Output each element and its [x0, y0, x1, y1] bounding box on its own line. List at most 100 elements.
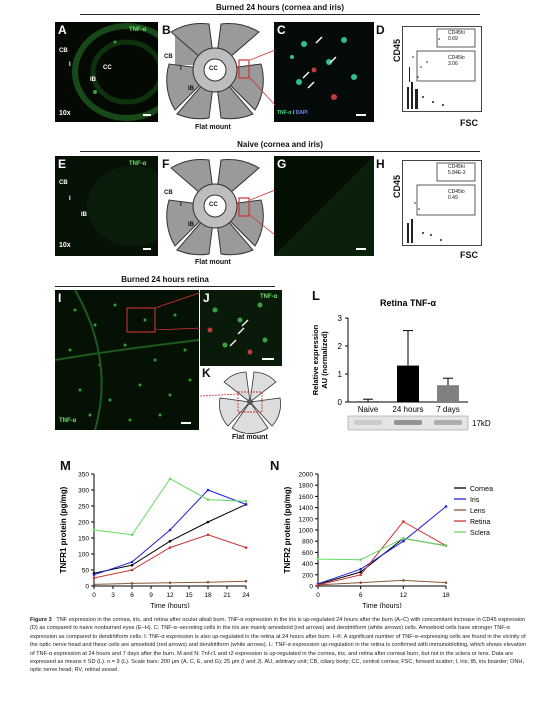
label-i: I [180, 66, 182, 72]
y-axis-label: TNFR2 protein (pg/mg) [283, 486, 292, 573]
data-point [206, 580, 210, 584]
gate-lo-value: 3.06 [448, 61, 458, 67]
y-tick-label: 200 [78, 520, 89, 527]
legend-label: Lens [470, 508, 486, 515]
data-point [92, 573, 96, 577]
y-axis-label: TNFR1 protein (pg/mg) [60, 486, 68, 573]
panel-e-micrograph: E TNF-α CB I IB 10x [55, 156, 158, 256]
iris-fluorescence-naive [87, 166, 158, 246]
y-tick-label: 2000 [299, 472, 314, 479]
y-tick-label: 400 [302, 561, 313, 568]
y-tick-label: 800 [302, 539, 313, 546]
label-cb: CB [59, 180, 68, 186]
panel-letter-f: F [162, 157, 170, 171]
y-tick-label: 350 [78, 472, 89, 479]
magnification: 10x [59, 242, 71, 249]
chart-l-svg: Retina TNF-α 0 1 2 3 Relative expressionAU (n… [311, 298, 491, 431]
label-cb: CB [164, 190, 173, 196]
section-rule [80, 14, 480, 15]
category-label: 24 hours [392, 405, 423, 414]
label-cb: CB [59, 48, 68, 54]
bar [397, 365, 419, 402]
y-tick-label: 1 [338, 370, 343, 379]
y-tick-label: 1800 [299, 483, 314, 490]
chart-m-svg: 0 50 100 150 200 250 300 350 0 3 6 9 12 15 18 21 24 Time … [59, 472, 250, 611]
data-point [130, 563, 134, 567]
panel-letter-b: B [162, 23, 171, 37]
panel-letter-j: J [203, 291, 210, 305]
flat-mount-caption: Flat mount [195, 259, 231, 266]
gate-lo: CD45lo 0.49 [448, 189, 465, 201]
section-title-burned-24h: Burned 24 hours (cornea and iris) [215, 3, 345, 12]
panel-n-chart: N 0 200 400 600 800 1000 1200 1400 1600 1800 2000 0… [270, 458, 520, 611]
label-ib: IB [90, 77, 96, 83]
legend-tnf: TNF-α [277, 110, 292, 116]
data-point [206, 488, 210, 492]
data-point [244, 499, 248, 503]
naive-iris-fluorescence [274, 156, 374, 256]
x-tick-label: 24 [242, 592, 250, 599]
panel-m-chart: M 0 50 100 150 200 250 300 350 0 3 6 9 12 15 18 21 24 Tim… [59, 458, 260, 611]
x-axis-label: Time (hours) [362, 603, 401, 608]
flow-scatter [407, 162, 476, 243]
section-rule [80, 151, 480, 152]
chart-n-svg: 0 200 400 600 800 1000 1200 1400 1600 1800 2000 0 6 1… [283, 472, 493, 611]
category-label: 7 days [436, 405, 460, 414]
western-blot-strip [347, 415, 469, 431]
data-point [244, 546, 248, 549]
y-tick-label: 0 [338, 398, 343, 407]
tnf-label: TNF-α [129, 27, 147, 33]
scale-bar [262, 358, 274, 360]
x-axis-label: Time (hours) [150, 603, 189, 608]
x-tick-label: 9 [149, 592, 153, 599]
y-tick-label: 1200 [299, 516, 314, 523]
section-title-retina: Burned 24 hours retina [121, 275, 209, 284]
flow-ylabel: CD45 [392, 38, 402, 62]
series-line [93, 478, 247, 536]
category-label: Naive [358, 405, 379, 414]
legend-label: Retina [470, 519, 490, 526]
bar [357, 401, 379, 403]
flat-mount-caption: Flat mount [232, 434, 268, 441]
data-point [206, 533, 210, 537]
tnf-label: TNF-α [129, 161, 147, 167]
data-point [168, 581, 172, 585]
stain-legend: TNF-α / DAPI [277, 110, 308, 116]
gate-hi-value: 5.84E-3 [448, 170, 466, 176]
panel-letter-m: M [60, 458, 71, 473]
label-cb: CB [164, 54, 173, 60]
y-tick-label: 150 [78, 536, 89, 543]
x-tick-label: 6 [359, 592, 363, 599]
data-point [359, 567, 362, 571]
gate-hi: CD45hi 0.69 [448, 30, 465, 42]
x-tick-label: 0 [92, 592, 96, 599]
data-point [168, 477, 172, 481]
flow-scatter [407, 28, 476, 109]
series-line [93, 503, 247, 574]
y-tick-label: 250 [78, 504, 89, 511]
data-point [402, 539, 405, 543]
data-point [359, 558, 362, 561]
label-cc: CC [103, 65, 112, 71]
gate-lo-value: 0.49 [448, 195, 458, 201]
x-tick-label: 0 [316, 592, 320, 599]
flow-xlabel: FSC [460, 118, 478, 128]
caption-text: TNF expression in the cornea, iris, and … [30, 617, 526, 674]
data-point [92, 583, 96, 586]
figure-number: Figure 3 [30, 617, 52, 623]
data-point [206, 498, 210, 501]
flat-mount-diagram [166, 159, 264, 256]
blot-size-label: 17kD [472, 419, 491, 428]
gate-hi-label: CD45hi [448, 30, 465, 36]
retina-fluorescence [55, 290, 199, 430]
panel-g-micrograph: G [274, 156, 374, 256]
data-point [206, 520, 210, 524]
y-tick-label: 2 [338, 342, 343, 351]
panel-letter-h: H [376, 157, 385, 171]
scale-bar [181, 422, 191, 424]
data-point [444, 544, 448, 547]
zoom-lines [250, 50, 276, 106]
x-tick-label: 12 [166, 592, 174, 599]
panel-c-micrograph: C TNF-α / DAPI [274, 22, 374, 122]
flow-xlabel: FSC [460, 250, 478, 260]
